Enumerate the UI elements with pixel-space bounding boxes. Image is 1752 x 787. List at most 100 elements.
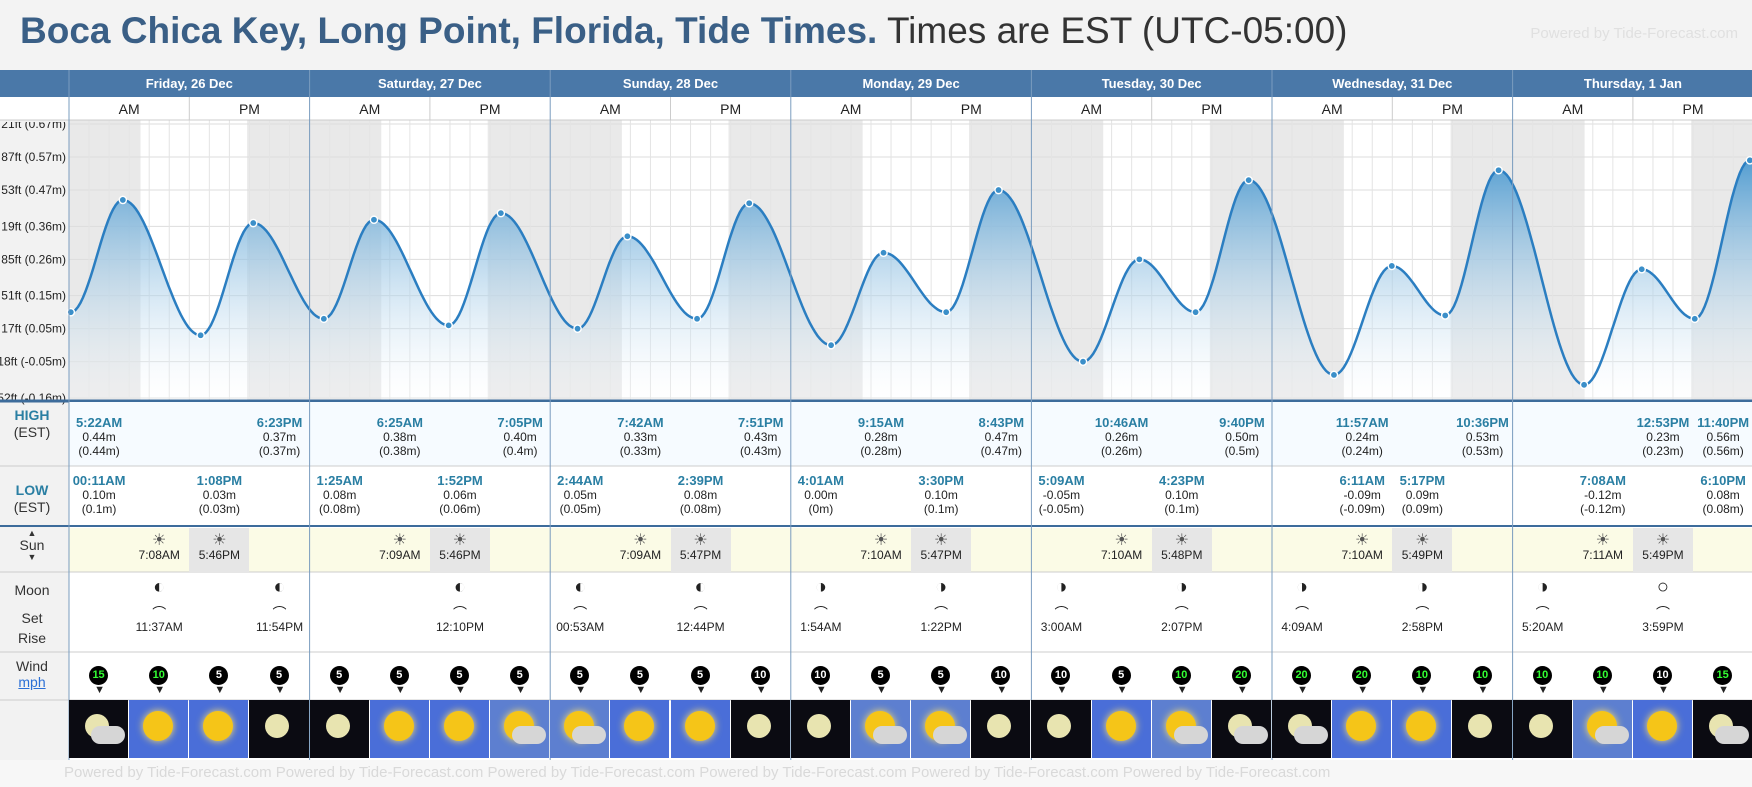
- high-height-paren: (0.4m): [502, 444, 538, 458]
- moon-rise-set-icon: ⌒: [1295, 605, 1310, 621]
- powered-by-text[interactable]: Powered by Tide-Forecast.com: [1530, 25, 1738, 42]
- sunset-cell-bg: [911, 528, 972, 572]
- wind-speed-badge: 10: [991, 666, 1011, 685]
- low-tide-cell: 6:10PM 0.08m (0.08m): [1693, 474, 1752, 517]
- wind-arrow-icon: ▼: [1477, 684, 1489, 696]
- low-label: LOW: [0, 482, 64, 498]
- y-tick-label: 53ft (0.47m): [1, 183, 66, 197]
- wind-speed-badge: 15: [89, 666, 109, 685]
- ampm-label: PM: [480, 101, 501, 117]
- wind-speed-badge: 10: [810, 666, 830, 685]
- moon-label-text: Moon: [14, 582, 50, 598]
- low-height-paren: (0m): [808, 502, 834, 516]
- sunrise-icon: ☀: [1595, 532, 1610, 549]
- sunset-time: 5:48PM: [1161, 548, 1203, 562]
- low-height-paren: (-0.09m): [1339, 502, 1385, 516]
- moon-cell: ◑ ⌒ 4:09AM: [1272, 577, 1332, 634]
- sunset-icon: ☀: [934, 532, 949, 549]
- high-time: 10:36PM: [1456, 415, 1509, 430]
- sunrise-icon: ☀: [873, 532, 889, 549]
- moon-icon: [790, 700, 850, 758]
- low-tide-cell: 7:08AM -0.12m (-0.12m): [1573, 474, 1633, 517]
- wind-arrow-icon: ▼: [1357, 684, 1369, 696]
- sunset-cell-bg: [1151, 528, 1212, 572]
- low-tide-cell: 00:11AM 0.10m (0.1m): [69, 474, 129, 517]
- sun-icon: [369, 700, 429, 758]
- low-tide-cell: 4:01AM 0.00m (0m): [791, 474, 851, 517]
- moon-icon: [249, 700, 309, 758]
- low-row-bg: [69, 466, 1752, 530]
- sunset-icon: ☀: [693, 532, 708, 549]
- high-time: 6:23PM: [256, 415, 303, 430]
- tide-point: [1690, 314, 1700, 324]
- tide-point: [444, 321, 453, 330]
- moon-icon: [730, 700, 790, 758]
- low-time: 2:39PM: [677, 473, 724, 488]
- y-tick-label: 17ft (0.05m): [1, 322, 66, 336]
- sunset-cell-bg: [670, 528, 731, 572]
- mph-link[interactable]: mph: [18, 674, 46, 690]
- y-tick-label: 18ft (-0.05m): [0, 355, 66, 369]
- high-time: 7:05PM: [497, 415, 543, 430]
- low-height-paren: (0.03m): [198, 502, 241, 516]
- sun-icon: [670, 700, 730, 758]
- ampm-label: AM: [1322, 101, 1343, 117]
- high-tide-cell: 11:57AM 0.24m (0.24m): [1332, 416, 1392, 459]
- tide-point: [66, 307, 76, 317]
- high-height-paren: (0.56m): [1702, 444, 1744, 458]
- tide-point: [1637, 264, 1647, 274]
- tide-point: [319, 314, 329, 324]
- tide-point: [369, 215, 379, 225]
- sunset-cell-bg: [1632, 528, 1693, 572]
- ampm-label: AM: [1562, 101, 1583, 117]
- wind-speed-badge: 20: [1292, 666, 1312, 685]
- tide-point: [1745, 156, 1752, 165]
- moon-cell: ◑ ⌒ 1:22PM: [911, 577, 971, 634]
- moon-time: 3:59PM: [1642, 620, 1684, 634]
- tide-point: [1579, 380, 1589, 390]
- moon-time: 12:44PM: [676, 620, 725, 634]
- wind-speed-badge: 10: [1171, 666, 1191, 685]
- wind-speed-badge: 5: [690, 666, 710, 685]
- high-height: 0.50m: [1225, 430, 1259, 444]
- wind-arrow-icon: ▼: [1597, 684, 1609, 696]
- sun-icon: [610, 700, 670, 758]
- moon-icon: [1031, 700, 1091, 758]
- moon-time: 11:54PM: [255, 620, 304, 634]
- wind-arrow-icon: ▼: [1116, 684, 1128, 696]
- sun-cloud-icon: [550, 700, 610, 758]
- tide-point: [941, 307, 951, 317]
- wind-arrow-icon: ▼: [1537, 684, 1549, 696]
- sunset-cell-bg: [1392, 528, 1453, 572]
- moon-icon: [971, 700, 1031, 758]
- moon-rise-set-icon: ⌒: [1174, 605, 1189, 621]
- low-tide-cell: 1:25AM 0.08m (0.08m): [310, 474, 370, 517]
- low-time: 1:52PM: [437, 473, 483, 488]
- tide-area: [67, 160, 1752, 400]
- sunset-time: 5:49PM: [1642, 548, 1684, 562]
- moon-set-label-text: Set: [21, 610, 43, 626]
- wind-arrow-icon: ▼: [1297, 684, 1308, 696]
- tide-point: [248, 218, 258, 228]
- wind-speed-badge: 5: [570, 666, 590, 685]
- sunrise-cell: ☀ 7:10AM: [851, 532, 911, 563]
- sunset-cell-bg: [189, 528, 250, 572]
- sunrise-icon: ☀: [152, 532, 167, 549]
- low-height-paren: (-0.12m): [1580, 502, 1626, 516]
- high-height: 0.33m: [623, 430, 658, 444]
- wind-speed-badge: 10: [149, 666, 169, 685]
- sun-icon: [1392, 700, 1452, 758]
- low-height-paren: (0.1m): [1164, 502, 1200, 516]
- wind-arrow-icon: ▼: [94, 684, 105, 696]
- low-height: 0.03m: [202, 488, 237, 502]
- low-time: 1:08PM: [196, 473, 243, 488]
- moon-rise-set-icon: ⌒: [1655, 605, 1670, 621]
- low-height: 0.05m: [563, 488, 597, 502]
- sunset-cell: ☀ 5:49PM: [1392, 533, 1452, 563]
- moon-rise-set-icon: ⌒: [813, 605, 828, 621]
- low-height-paren: (0.05m): [559, 502, 601, 516]
- wind-speed-badge: 10: [1472, 666, 1492, 685]
- sunrise-cell: ☀ 7:09AM: [370, 533, 430, 563]
- high-label-text: HIGH: [14, 407, 50, 423]
- wind-unit-label: mph: [0, 674, 64, 690]
